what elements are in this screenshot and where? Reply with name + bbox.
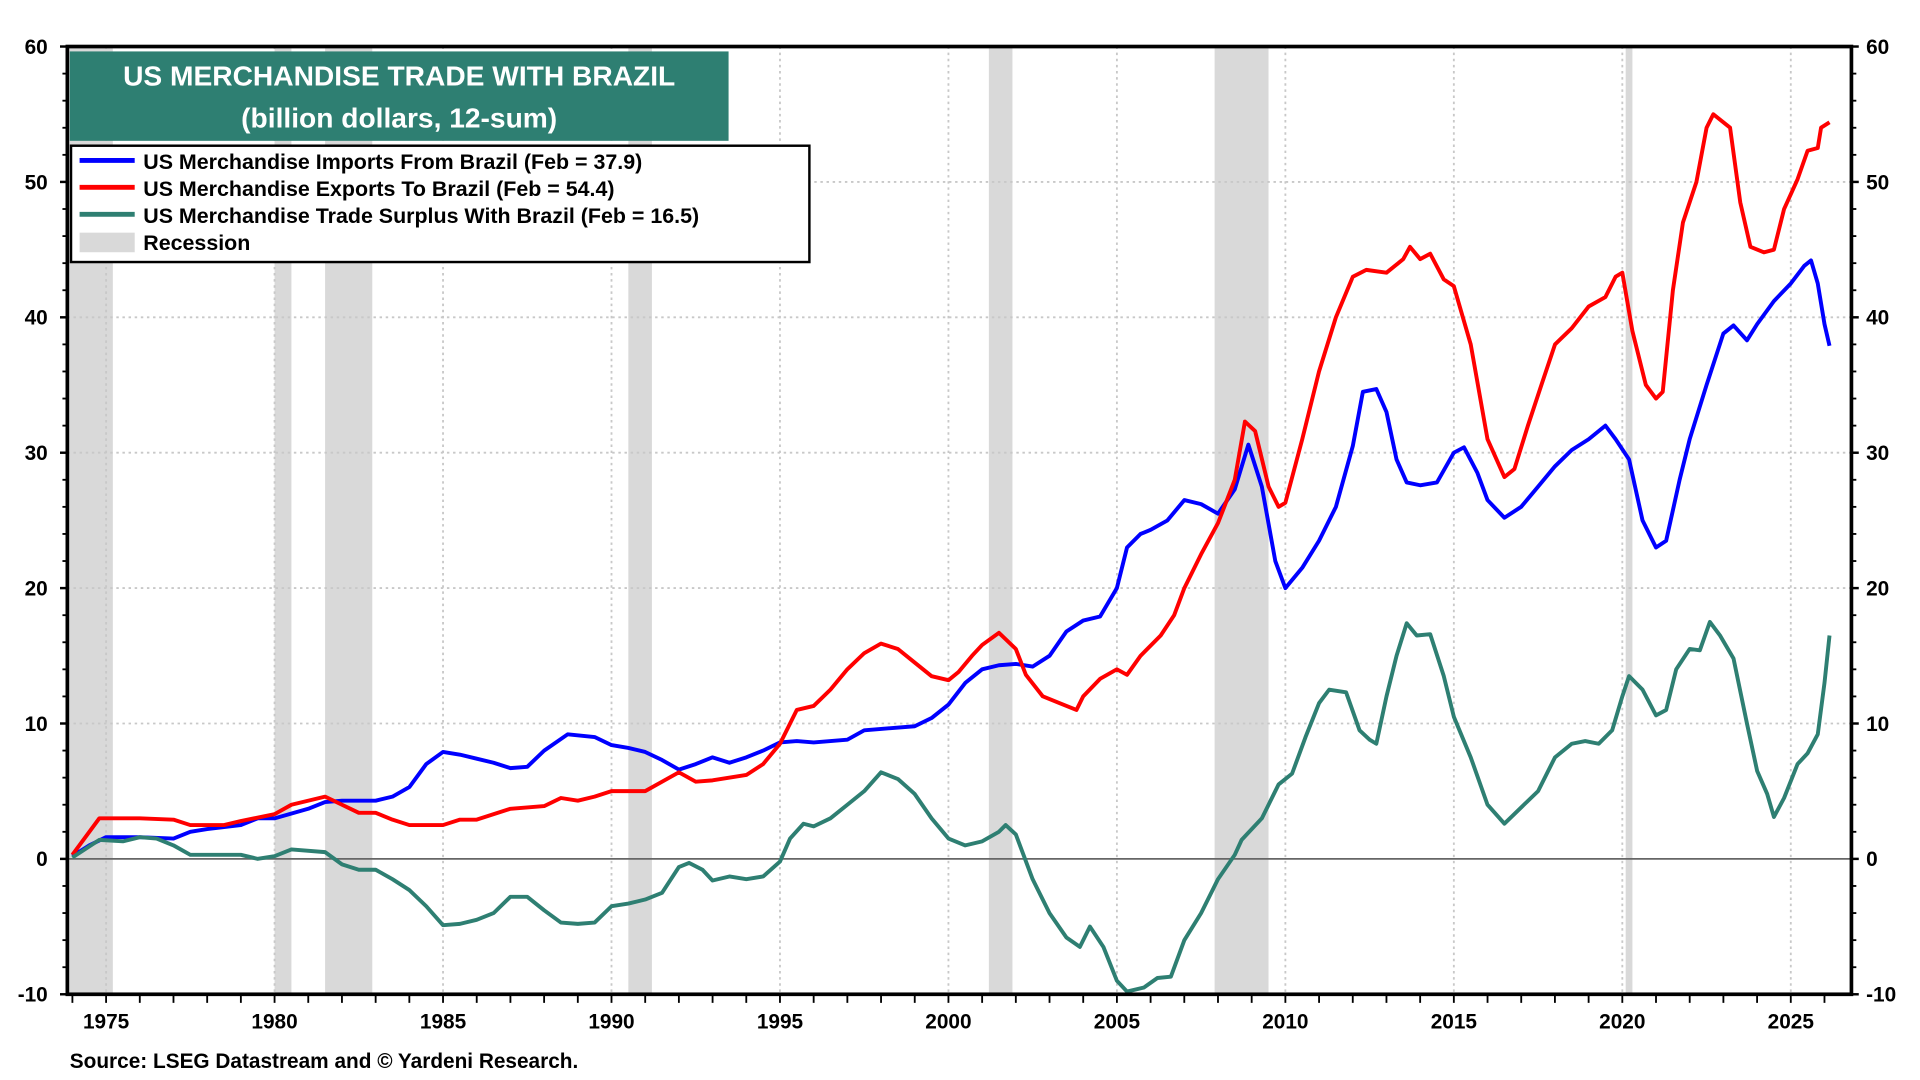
y-tick-label-left: 20 [25,577,48,600]
y-tick-label-left: -10 [18,984,48,1007]
exports-line [70,112,1831,856]
gridlines [67,46,1852,995]
x-tick-label: 1980 [251,1011,297,1034]
imports-line [71,258,1832,858]
title-background [69,51,729,141]
y-tick-label-left: 60 [25,36,48,59]
x-tick-label: 1985 [420,1011,466,1034]
surplus-line [71,619,1832,994]
y-tick-label-left: 40 [25,307,48,330]
y-tick-label-right: 20 [1866,577,1889,600]
x-tick-label: 2020 [1599,1011,1645,1034]
x-tick-label: 1990 [588,1011,634,1034]
x-tick-label: 2000 [925,1011,971,1034]
recession-band [274,46,292,995]
title-box: US MERCHANDISE TRADE WITH BRAZIL (billio… [69,51,729,141]
x-tick-label: 2025 [1768,1011,1814,1034]
recession-band [1625,46,1633,995]
chart-subtitle: (billion dollars, 12-sum) [241,102,557,133]
legend: US Merchandise Imports From Brazil (Feb … [69,144,811,264]
y-tick-label-left: 30 [25,442,48,465]
x-tick-label: 2010 [1262,1011,1308,1034]
legend-box [69,144,811,264]
y-tick-label-right: 0 [1866,848,1878,871]
y-tick-label-right: 60 [1866,36,1889,59]
legend-swatch-recession [79,232,135,253]
y-tick-label-right: 30 [1866,442,1889,465]
legend-label-surplus: US Merchandise Trade Surplus With Brazil… [143,204,699,228]
series-lines [70,112,1832,994]
source-note: Source: LSEG Datastream and © Yardeni Re… [70,1050,578,1073]
y-tick-label-right: 40 [1866,307,1889,330]
y-tick-label-right: 10 [1866,713,1889,736]
y-tick-label-right: 50 [1866,171,1889,194]
legend-label-imports: US Merchandise Imports From Brazil (Feb … [143,150,642,174]
plot-frame [65,44,1854,997]
recession-band [628,46,652,995]
recession-band [988,46,1013,995]
legend-label-exports: US Merchandise Exports To Brazil (Feb = … [143,177,614,201]
y-tick-label-right: -10 [1866,984,1896,1007]
chart-title: US MERCHANDISE TRADE WITH BRAZIL [123,61,675,92]
x-tick-label: 1975 [83,1011,129,1034]
x-tick-label: 2005 [1094,1011,1140,1034]
recession-band [1214,46,1269,995]
x-tick-label: 1995 [757,1011,803,1034]
x-tick-label: 2015 [1431,1011,1477,1034]
y-tick-label-left: 50 [25,171,48,194]
y-tick-label-left: 0 [36,848,48,871]
y-tick-label-left: 10 [25,713,48,736]
legend-label-recession: Recession [143,231,250,255]
